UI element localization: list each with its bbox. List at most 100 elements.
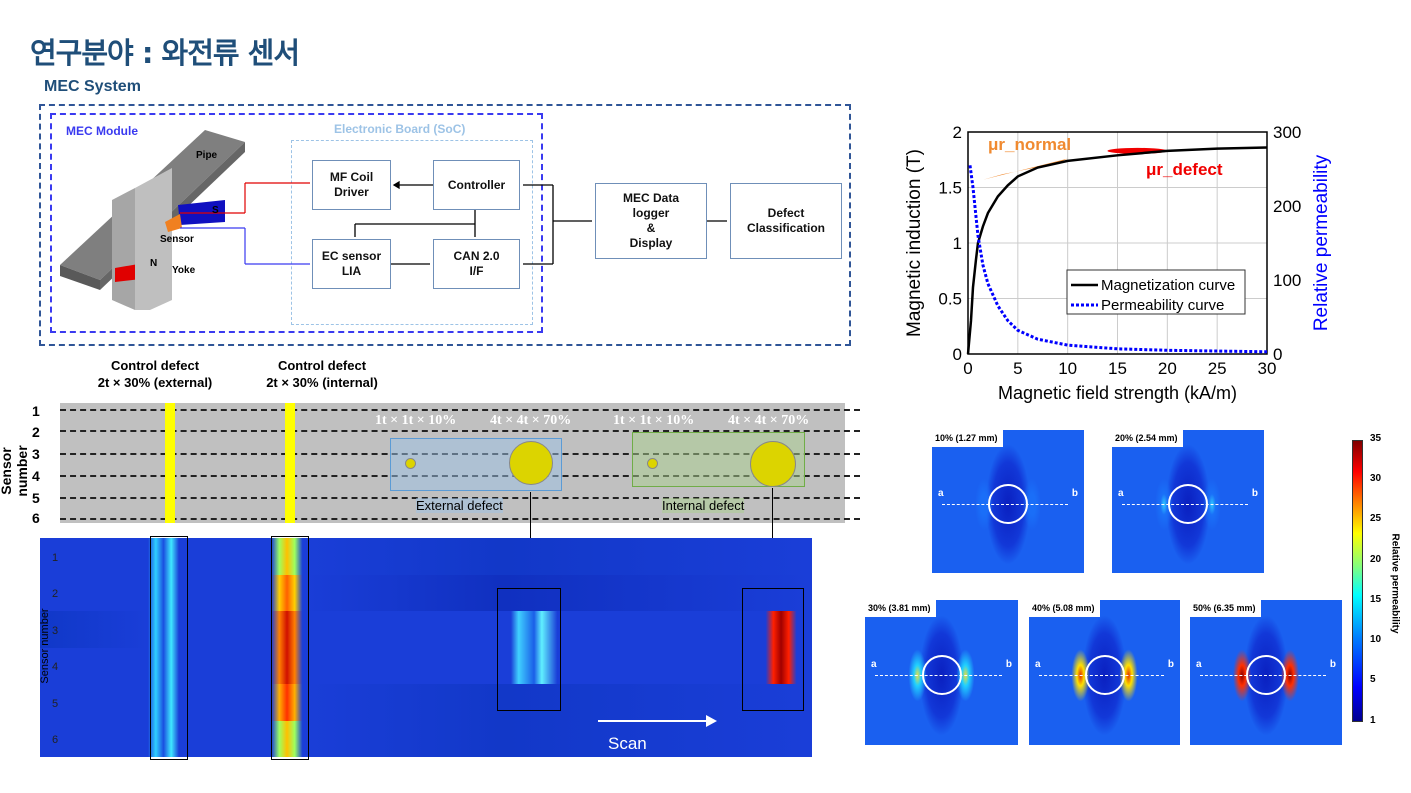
colorbar-tick: 15 xyxy=(1370,594,1382,605)
mf-coil-driver-block: MF Coil Driver xyxy=(312,160,391,210)
sensor-number: 5 xyxy=(32,490,40,506)
small-defect-external xyxy=(405,458,416,469)
sensor-number: 4 xyxy=(32,468,40,484)
x-tick-label: 15 xyxy=(1108,359,1127,378)
heatmap-row xyxy=(40,611,812,648)
arrow-external xyxy=(530,492,531,564)
fem-panel: 40% (5.08 mm) a b xyxy=(1029,600,1180,745)
row-number: 1 xyxy=(52,552,59,564)
yoke-label: Yoke xyxy=(172,265,196,276)
mec-module-label: MEC Module xyxy=(66,124,138,138)
defect-size-label: 4t × 4t × 70% xyxy=(490,413,572,428)
large-defect-internal xyxy=(750,441,796,487)
sensor-line xyxy=(60,409,860,411)
series-line-0 xyxy=(966,146,1268,355)
colorbar-tick: 30 xyxy=(1370,473,1382,484)
point-b-label: b xyxy=(1071,488,1078,500)
y-tick-label: 1 xyxy=(953,234,962,253)
electronic-board-label: Electronic Board (SoC) xyxy=(334,122,466,136)
row-number: 5 xyxy=(52,698,59,710)
large-defect-external xyxy=(509,441,553,485)
point-b-label: b xyxy=(1329,659,1336,671)
x-tick-label: 0 xyxy=(963,359,972,378)
y-tick-label: 2 xyxy=(953,123,962,142)
legend-label: Magnetization curve xyxy=(1101,277,1235,294)
pipe-yoke-model xyxy=(60,130,245,310)
scan-label: Scan xyxy=(608,734,647,753)
mec-system-box xyxy=(39,104,851,346)
sensor-line xyxy=(60,430,860,432)
colorbar-label: Relative permeability xyxy=(1389,533,1401,634)
small-defect-internal xyxy=(647,458,658,469)
row-number: 3 xyxy=(52,625,59,637)
sensor-label: Sensor xyxy=(160,234,194,245)
colorbar-tick: 10 xyxy=(1370,634,1382,645)
sensor-number: 2 xyxy=(32,424,40,440)
point-a-label: a xyxy=(1196,659,1202,671)
control-internal-frame xyxy=(271,536,309,760)
diagram-graphics xyxy=(60,130,727,310)
point-b-label: b xyxy=(1251,488,1258,500)
data-logger-block: MEC Data logger & Display xyxy=(595,183,707,259)
x-tick-label: 5 xyxy=(1013,359,1022,378)
line-a-b xyxy=(942,504,1068,506)
heatmap-row xyxy=(40,684,812,721)
panel-title: 40% (5.08 mm) xyxy=(1029,600,1100,617)
mec-system-label: MEC System xyxy=(44,78,141,95)
point-b-label: b xyxy=(1005,659,1012,671)
x-tick-label: 20 xyxy=(1158,359,1177,378)
sensor-number: 6 xyxy=(32,510,40,526)
external-defect-frame xyxy=(497,588,561,711)
fem-panel: 20% (2.54 mm) a b xyxy=(1112,430,1264,573)
point-b-label: b xyxy=(1167,659,1174,671)
defect-classification-block: Defect Classification xyxy=(730,183,842,259)
x-tick-label: 25 xyxy=(1208,359,1227,378)
fem-panel: 30% (3.81 mm) a b xyxy=(865,600,1018,745)
line-a-b xyxy=(1200,675,1326,677)
legend-label: Permeability curve xyxy=(1101,297,1224,314)
sensor-line xyxy=(60,518,860,520)
electronic-board-box xyxy=(291,140,533,325)
x-tick-label: 10 xyxy=(1058,359,1077,378)
mu-normal-label: μr_normal xyxy=(988,135,1071,154)
plot-frame xyxy=(967,131,1268,355)
y-tick-label: 0 xyxy=(953,345,962,364)
scan-map-ylabel: Sensor number xyxy=(39,608,51,684)
mec-module-box xyxy=(50,113,543,333)
y2-tick-label: 300 xyxy=(1273,123,1301,142)
row-number: 4 xyxy=(52,661,59,673)
point-a-label: a xyxy=(1035,659,1041,671)
n-pole-label: N xyxy=(150,258,158,269)
x-axis-label: Magnetic field strength (kA/m) xyxy=(998,383,1237,403)
row-number: 2 xyxy=(52,588,59,600)
sensor-axis-label: Sensor number xyxy=(0,445,30,497)
heatmap-row xyxy=(40,574,812,611)
pipe-label: Pipe xyxy=(196,150,218,161)
control-external-frame xyxy=(150,536,188,760)
y-tick-label: 1.5 xyxy=(938,179,962,198)
control-defect-external-bar xyxy=(165,403,175,523)
series-line-1 xyxy=(968,165,1268,354)
controller-block: Controller xyxy=(433,160,520,210)
arrow-internal xyxy=(772,488,773,564)
control-defect-external-label: Control defect 2t × 30% (external) xyxy=(97,358,213,390)
can-if-block: CAN 2.0 I/F xyxy=(433,239,520,289)
y-axis-label: Magnetic induction (T) xyxy=(904,149,925,337)
control-defect-internal-label: Control defect 2t × 30% (internal) xyxy=(266,358,378,390)
defect-size-label: 1t × 1t × 10% xyxy=(613,413,695,428)
panel-title: 50% (6.35 mm) xyxy=(1190,600,1261,617)
heatmap-row xyxy=(40,720,812,757)
panel-title: 30% (3.81 mm) xyxy=(865,600,936,617)
y2-tick-label: 0 xyxy=(1273,345,1282,364)
x-tick-label: 30 xyxy=(1258,359,1277,378)
colorbar xyxy=(1352,440,1363,722)
defect-size-label: 1t × 1t × 10% xyxy=(375,413,457,428)
y-tick-label: 0.5 xyxy=(938,290,962,309)
ec-sensor-lia-block: EC sensor LIA xyxy=(312,239,391,289)
line-a-b xyxy=(875,675,1002,677)
colorbar-tick: 35 xyxy=(1370,433,1382,444)
control-defect-internal-bar xyxy=(285,403,295,523)
panel-title: 10% (1.27 mm) xyxy=(932,430,1003,447)
page-title: 연구분야 : 와전류 센서 xyxy=(30,36,300,70)
arrow-right-icon xyxy=(706,715,717,727)
